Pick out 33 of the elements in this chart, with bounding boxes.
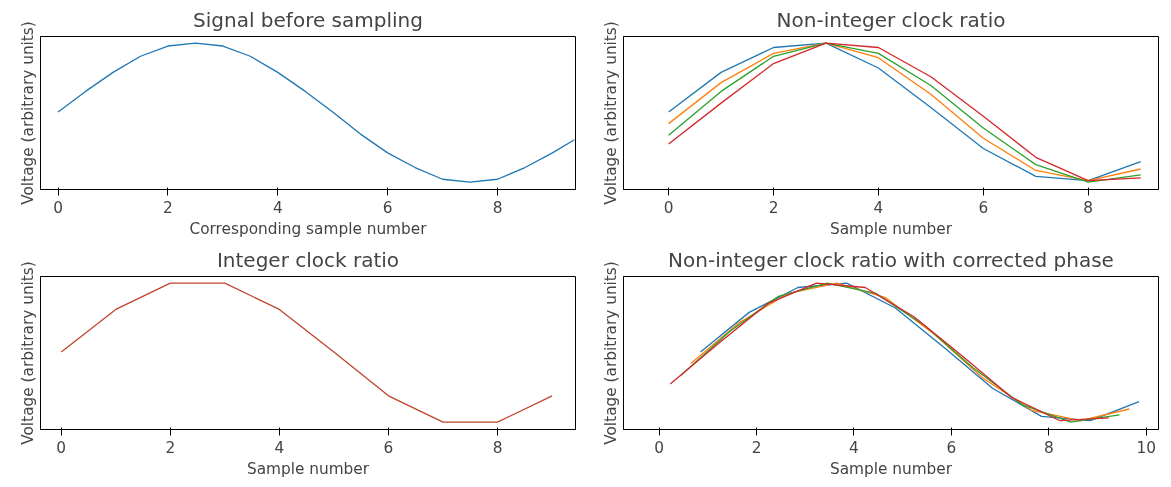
x-tick-label: 4 xyxy=(873,198,884,217)
x-tick-label: 0 xyxy=(654,438,664,457)
chart-title: Signal before sampling xyxy=(193,7,423,32)
x-tick-label: 0 xyxy=(53,198,63,217)
x-tick-label: 0 xyxy=(663,198,674,217)
x-tick-label: 2 xyxy=(768,198,779,217)
x-axis-title: Corresponding sample number xyxy=(189,219,428,238)
x-tick-label: 6 xyxy=(946,438,957,457)
x-axis-title: Sample number xyxy=(829,459,953,478)
x-tick-label: 0 xyxy=(56,438,67,457)
x-tick-label: 6 xyxy=(382,198,393,217)
chart-title: Integer clock ratio xyxy=(216,247,400,272)
x-tick-label: 8 xyxy=(1083,198,1094,217)
x-tick-label: 2 xyxy=(163,198,173,217)
x-tick-label: 8 xyxy=(1043,438,1054,457)
x-axis-title: Sample number xyxy=(829,219,953,238)
x-tick-label: 8 xyxy=(492,198,503,217)
y-axis-title: Voltage (arbitrary units) xyxy=(601,21,620,205)
x-tick-label: 10 xyxy=(1136,438,1157,457)
y-axis-title: Voltage (arbitrary units) xyxy=(18,21,37,205)
x-axis-title: Sample number xyxy=(246,459,370,478)
x-tick-label: 8 xyxy=(492,438,503,457)
x-tick-label: 4 xyxy=(274,438,285,457)
x-tick-label: 4 xyxy=(272,198,283,217)
x-tick-label: 2 xyxy=(165,438,176,457)
x-tick-label: 6 xyxy=(978,198,989,217)
y-axis-title: Voltage (arbitrary units) xyxy=(18,261,37,445)
x-tick-label: 6 xyxy=(383,438,394,457)
x-tick-label: 4 xyxy=(849,438,859,457)
chart-title: Non-integer clock ratio with corrected phase xyxy=(668,247,1114,272)
chart-title: Non-integer clock ratio xyxy=(776,7,1006,32)
x-tick-label: 2 xyxy=(751,438,762,457)
y-axis-title: Voltage (arbitrary units) xyxy=(601,261,620,445)
